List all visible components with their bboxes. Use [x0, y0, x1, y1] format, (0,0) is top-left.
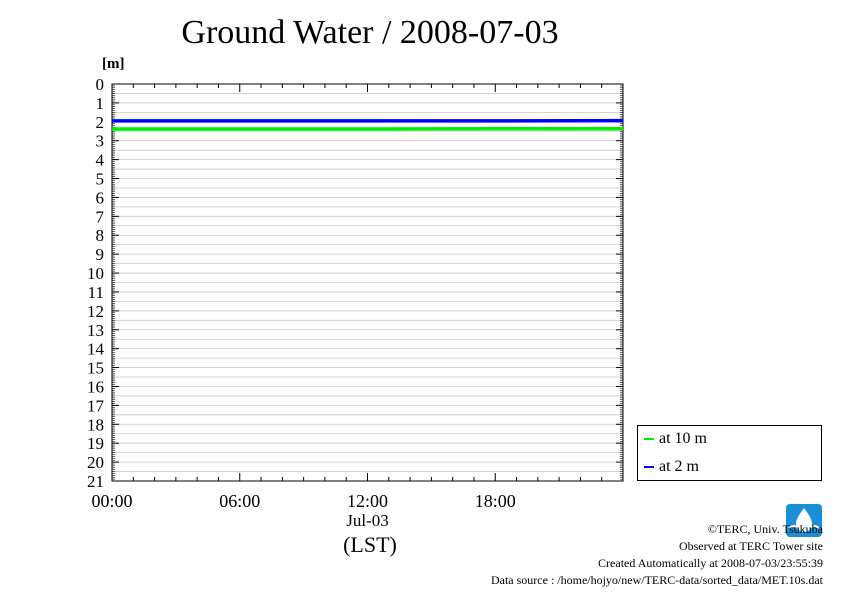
y-tick-label: 1 [96, 94, 105, 113]
y-tick-label: 2 [96, 113, 105, 132]
footer-source: Data source : /home/hojyo/new/TERC-data/… [490, 573, 823, 587]
grid-lines [112, 93, 623, 472]
legend-swatch-2m [644, 466, 654, 468]
y-tick-label: 0 [96, 75, 105, 94]
y-tick-label: 10 [87, 264, 104, 283]
x-axis-label: (LST) [343, 532, 397, 557]
x-date-label: Jul-03 [346, 511, 389, 530]
footer-created: Created Automatically at 2008-07-03/23:5… [598, 556, 823, 570]
y-tick-label: 15 [87, 359, 104, 378]
x-tick-label: 12:00 [347, 491, 388, 511]
y-tick-label: 4 [96, 151, 105, 170]
y-tick-label: 6 [96, 188, 105, 207]
y-tick-label: 20 [87, 453, 104, 472]
footer-copyright: ©TERC, Univ. Tsukuba [707, 522, 823, 536]
legend-label-2m: at 2 m [659, 458, 699, 475]
y-tick-label: 19 [87, 434, 104, 453]
x-tick-label: 06:00 [219, 491, 260, 511]
chart-title: Ground Water / 2008-07-03 [181, 14, 559, 51]
y-tick-label: 9 [96, 245, 105, 264]
y-tick-label: 21 [87, 472, 104, 491]
legend-item-2m: at 2 m [644, 458, 699, 476]
y-tick-label: 16 [87, 377, 104, 396]
y-tick-label: 12 [87, 302, 104, 321]
legend-item-10m: at 10 m [644, 430, 707, 448]
y-tick-label: 8 [96, 226, 105, 245]
terc-logo [786, 504, 822, 537]
series-lines [112, 118, 624, 131]
y-tick-label: 11 [88, 283, 104, 302]
y-axis-unit: [m] [102, 56, 125, 72]
y-tick-label: 5 [96, 170, 105, 189]
legend-label-10m: at 10 m [659, 430, 707, 447]
y-tick-label: 14 [87, 340, 105, 359]
y-tick-label: 3 [96, 132, 105, 151]
legend: at 10 m at 2 m [637, 425, 822, 481]
footer-site: Observed at TERC Tower site [678, 539, 823, 553]
y-tick-label: 17 [87, 396, 105, 415]
y-tick-label: 13 [87, 321, 104, 340]
x-tick-label: 18:00 [475, 491, 516, 511]
legend-swatch-10m [644, 438, 654, 440]
y-tick-label: 18 [87, 415, 104, 434]
x-tick-label: 00:00 [91, 491, 132, 511]
y-tick-label: 7 [96, 207, 105, 226]
